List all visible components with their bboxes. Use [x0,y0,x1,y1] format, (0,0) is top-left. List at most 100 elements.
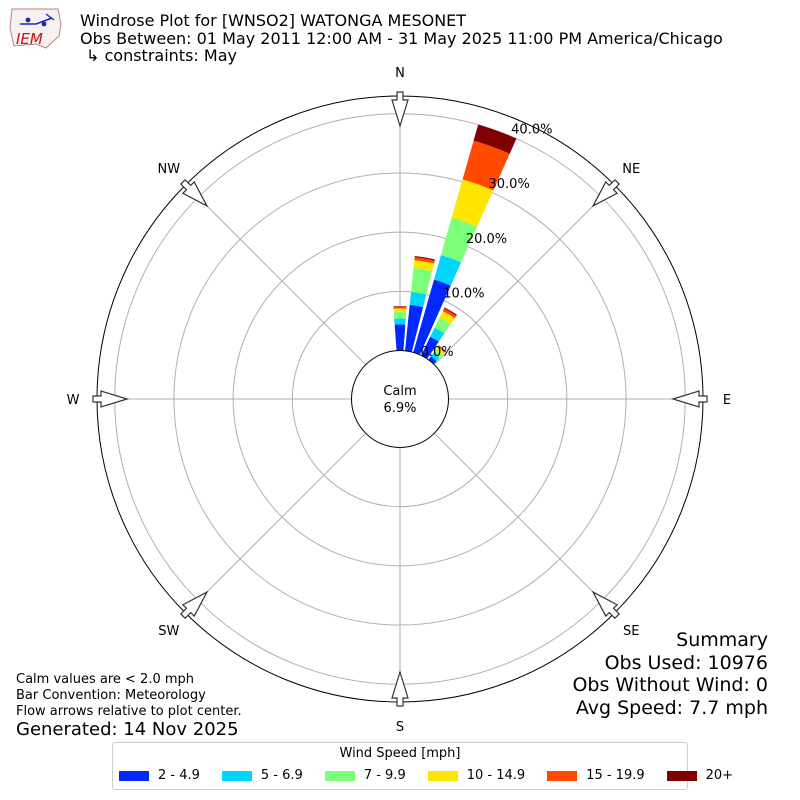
bar-segment [439,311,455,325]
flow-arrows-note: Flow arrows relative to plot center. [16,704,242,719]
arrow-shape [591,590,621,620]
bar-segment [430,327,445,342]
legend-item: 7 - 9.9 [324,768,406,783]
grid-spoke [185,184,367,366]
radial-tick-label: 10.0% [443,287,484,302]
windrose-bar [428,345,447,365]
bar-segment [394,318,406,325]
radial-tick-label: 20.0% [466,232,507,247]
bar-segment [393,306,407,307]
grid-ring [232,231,568,567]
windrose-bar [404,255,436,352]
constraints: ↳ constraints: May [86,46,237,65]
iem-logo: IEM [9,8,62,49]
arrow-shape [179,178,209,208]
legend-swatch [221,770,252,781]
obs-between: Obs Between: 01 May 2011 12:00 AM - 31 M… [80,29,723,48]
legend-title: Wind Speed [mph] [339,746,461,761]
grid-ring [173,172,627,626]
legend-swatch [427,770,458,781]
bar-segment [462,140,510,191]
bar-segment [451,179,494,227]
flow-arrow-icon [670,390,708,408]
legend-label: 5 - 6.9 [260,768,303,783]
legend-item: 15 - 19.9 [547,768,645,783]
bar-segment [393,311,407,319]
legend-swatch [547,770,578,781]
direction-label-nw: NW [157,162,180,177]
flow-arrow-icon [591,178,621,208]
bar-segment [414,257,435,264]
bar-segment [413,279,451,355]
bar-segment [428,356,437,365]
bar-segment [437,345,446,353]
bar-segment [413,260,435,272]
flow-arrow-icon [179,178,209,208]
calm-value: 6.9% [383,401,416,416]
direction-label-ne: NE [622,162,640,177]
bar-segment [430,353,440,362]
bar-segment [442,308,457,319]
bar-segment [438,345,447,352]
page-title: Windrose Plot for [WNSO2] WATONGA MESONE… [80,11,467,30]
obs-used: Obs Used: 10976 [604,651,768,674]
bar-segment [421,336,439,359]
legend-items: 2 - 4.9 5 - 6.9 7 - 9.9 10 - 14.9 15 - 19.9 2… [119,768,755,783]
legend-item: 5 - 6.9 [221,768,303,783]
legend-swatch [666,770,697,781]
windrose-bar [421,307,458,359]
bar-segment [394,324,406,351]
direction-label-s: S [396,720,404,735]
direction-label-sw: SW [158,624,179,639]
flow-arrow-icon [591,590,621,620]
direction-label-se: SE [623,624,639,639]
arrow-shape [670,390,708,408]
radial-tick-label: 30.0% [489,177,530,192]
flow-arrow-icon [92,390,130,408]
bar-segment [409,291,427,308]
logo-text: IEM [16,30,43,48]
bar-segment [434,255,462,286]
legend-label: 2 - 4.9 [158,768,200,783]
legend-label: 7 - 9.9 [363,768,406,783]
direction-label-w: W [67,393,80,408]
flow-arrow-icon [391,669,409,707]
direction-label-n: N [395,66,405,81]
bar-segment [434,317,451,334]
legend-label: 15 - 19.9 [586,768,645,783]
obs-without-wind: Obs Without Wind: 0 [572,674,768,696]
bar-segment [411,267,433,295]
bar-segment [404,304,424,352]
legend: Wind Speed [mph] 2 - 4.9 5 - 6.9 7 - 9.9 10… [112,742,733,790]
legend-swatch [324,770,355,781]
arrow-shape [391,669,409,707]
bar-segment [443,307,458,316]
notes: Calm values are < 2.0 mph Bar Convention… [16,672,242,720]
arrow-shape [179,590,209,620]
bar-segment [414,255,436,261]
bar-segment [433,349,443,359]
calm-circle [351,350,449,448]
radial-tick-label: 40.0% [511,122,552,137]
windrose-bar [393,306,407,351]
flow-arrow-icon [179,590,209,620]
summary-title: Summary [676,629,768,651]
legend-swatch [119,770,149,781]
grid-spoke [185,432,367,614]
generated-date: Generated: 14 Nov 2025 [16,719,239,740]
arrow-shape [391,91,409,129]
windrose-bar [413,124,517,355]
grid-spoke [433,432,615,614]
direction-label-e: E [723,393,731,408]
calm-label: Calm [383,384,416,399]
grid-spoke [433,184,615,366]
bar-segment [393,308,407,312]
legend-label: 10 - 14.9 [466,768,526,783]
arrow-shape [92,390,130,408]
legend-item: 2 - 4.9 [119,768,200,783]
summary: Summary Obs Used: 10976 Obs Without Wind… [572,629,768,719]
legend-label: 20+ [705,768,734,783]
grid-ring [291,290,509,508]
